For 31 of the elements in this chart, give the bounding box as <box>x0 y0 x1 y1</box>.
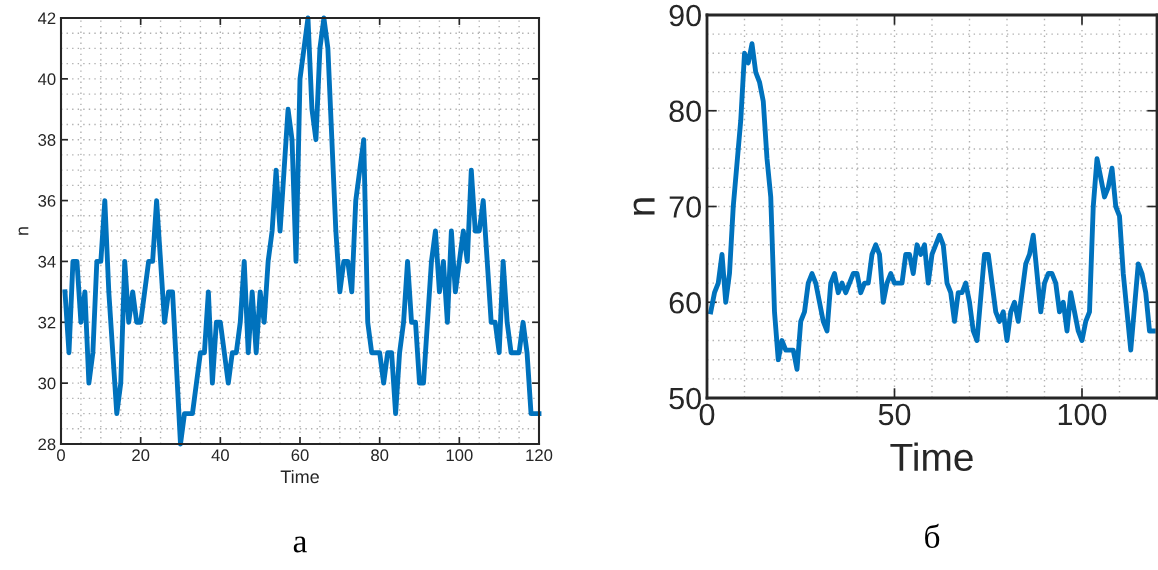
line-series <box>62 15 542 447</box>
y-tick-label: 90 <box>669 4 701 27</box>
y-tick-label: 28 <box>38 438 56 451</box>
text: б <box>925 523 940 549</box>
y-tick-label: 70 <box>669 196 701 218</box>
x-tick-label: 120 <box>526 449 553 462</box>
y-axis-title: n <box>633 198 655 215</box>
x-tick-label: 40 <box>211 449 229 462</box>
y-axis-title: n <box>18 227 29 235</box>
x-axis-title: Time <box>280 469 319 484</box>
y-tick-label: 32 <box>38 316 56 329</box>
y-tick-label: 40 <box>37 73 56 86</box>
y-tick-label: 34 <box>38 255 56 268</box>
y-tick-label: 30 <box>38 377 56 390</box>
text: а <box>293 536 307 553</box>
y-tick-label: 42 <box>37 12 56 25</box>
x-tick-label: 20 <box>132 449 150 462</box>
line-series <box>708 41 1156 372</box>
y-tick-label: 36 <box>38 194 56 207</box>
x-tick-label: 0 <box>57 449 65 462</box>
x-tick-label: 0 <box>699 403 715 426</box>
y-tick-label: 50 <box>669 387 701 410</box>
x-tick-label: 100 <box>446 449 473 462</box>
x-tick-label: 50 <box>878 403 911 426</box>
x-axis-title: Time <box>890 442 973 472</box>
y-tick-label: 60 <box>669 291 701 314</box>
x-tick-label: 100 <box>1058 403 1107 426</box>
x-tick-label: 80 <box>371 449 389 462</box>
y-tick-label: 38 <box>38 134 56 146</box>
x-tick-label: 60 <box>291 449 309 462</box>
y-tick-label: 80 <box>669 100 701 123</box>
